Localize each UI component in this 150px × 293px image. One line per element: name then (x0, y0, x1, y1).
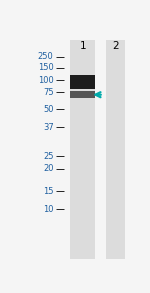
Bar (70, 40, 95, 258)
Text: 100: 100 (38, 76, 54, 85)
Bar (70, 75, 95, 88)
Text: 2: 2 (112, 41, 119, 51)
Text: 25: 25 (43, 152, 54, 161)
Text: 15: 15 (43, 187, 54, 196)
Bar (70, 91, 95, 98)
Text: 1: 1 (79, 41, 86, 51)
Bar (106, 40, 124, 258)
Text: 50: 50 (43, 105, 54, 114)
Text: 75: 75 (43, 88, 54, 96)
Text: 37: 37 (43, 123, 54, 132)
Text: 250: 250 (38, 52, 54, 61)
Text: 20: 20 (43, 164, 54, 173)
Text: 150: 150 (38, 63, 54, 72)
Text: 10: 10 (43, 205, 54, 214)
